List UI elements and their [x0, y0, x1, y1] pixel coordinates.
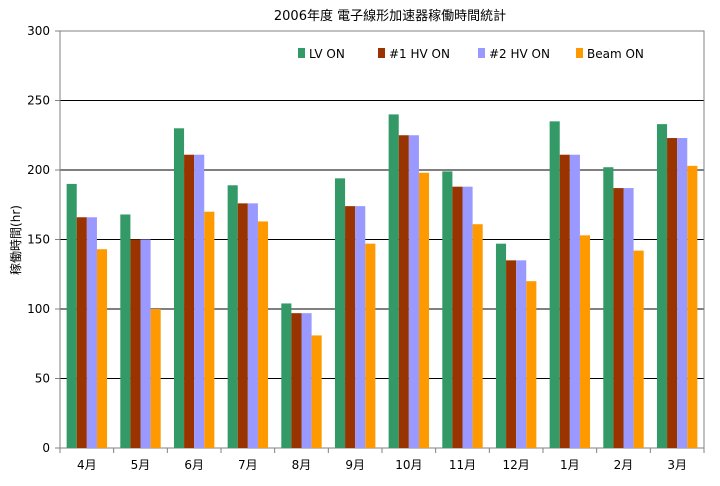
x-tick-label: 12月 — [503, 458, 530, 472]
legend-label: #2 HV ON — [489, 47, 550, 61]
y-tick-label: 150 — [27, 233, 50, 247]
bar — [667, 138, 678, 448]
y-axis-label: 稼働時間(hr) — [8, 205, 23, 275]
bar — [687, 165, 698, 448]
y-axis-ticks: 0 50 100 150 200 250 300 — [27, 24, 60, 455]
legend-swatch — [378, 48, 385, 58]
legend-swatch — [298, 48, 305, 58]
bar — [677, 138, 688, 448]
bar — [227, 185, 238, 449]
bar — [76, 217, 87, 448]
bar — [66, 183, 77, 448]
bar — [442, 171, 453, 448]
bar — [516, 260, 527, 448]
bar — [345, 206, 356, 448]
gridlines — [60, 100, 704, 379]
bar — [495, 243, 507, 448]
bar — [506, 260, 517, 448]
x-axis-ticks: 4月 5月 6月 7月 8月 9月 10月 11月 12月 1月 2月 3月 — [59, 448, 705, 472]
bar — [257, 221, 269, 448]
legend: LV ON #1 HV ON #2 HV ON Beam ON — [298, 47, 644, 61]
x-tick-label: 7月 — [238, 458, 258, 472]
bar — [311, 335, 322, 448]
bar — [247, 203, 258, 448]
y-tick-label: 300 — [27, 24, 50, 38]
bar — [452, 186, 463, 448]
x-tick-label: 8月 — [292, 458, 312, 472]
legend-label: Beam ON — [587, 47, 644, 61]
legend-swatch — [478, 48, 485, 58]
x-tick-label: 4月 — [77, 458, 97, 472]
bar — [398, 135, 409, 448]
x-tick-label: 3月 — [667, 458, 687, 472]
bar — [120, 214, 131, 448]
bar — [579, 235, 591, 448]
bar — [623, 188, 634, 448]
chart-title: 2006年度 電子線形加速器稼働時間統計 — [274, 8, 506, 24]
legend-swatch — [576, 48, 583, 58]
bar — [86, 217, 97, 448]
x-tick-label: 11月 — [449, 458, 476, 472]
bar — [633, 250, 644, 448]
bar — [291, 313, 302, 448]
x-tick-label: 1月 — [560, 458, 580, 472]
y-tick-label: 50 — [35, 372, 50, 386]
bar — [656, 124, 668, 448]
x-tick-label: 9月 — [345, 458, 365, 472]
bar — [140, 239, 151, 448]
bar — [603, 167, 614, 448]
legend-label: #1 HV ON — [389, 47, 450, 61]
y-tick-label: 0 — [42, 441, 50, 455]
y-tick-label: 250 — [27, 94, 50, 108]
bar — [408, 135, 419, 448]
bar — [281, 303, 292, 448]
bar — [569, 154, 580, 448]
bar — [388, 114, 399, 449]
bar — [472, 224, 483, 448]
bar — [173, 128, 185, 449]
bar — [301, 313, 312, 448]
bar — [184, 154, 195, 448]
bar — [365, 243, 376, 448]
y-tick-label: 200 — [27, 163, 50, 177]
bar — [96, 249, 108, 448]
bar — [355, 206, 366, 448]
bar — [204, 211, 215, 448]
legend-label: LV ON — [309, 47, 345, 61]
bar — [526, 281, 537, 448]
bar — [549, 121, 560, 448]
bars — [66, 114, 698, 449]
bar — [130, 239, 141, 448]
x-tick-label: 5月 — [131, 458, 151, 472]
bar — [462, 186, 473, 448]
bar — [418, 172, 430, 448]
bar — [194, 154, 205, 448]
bar — [559, 154, 570, 448]
x-tick-label: 2月 — [614, 458, 634, 472]
bar — [334, 178, 346, 448]
bar — [150, 309, 161, 448]
x-tick-label: 6月 — [184, 458, 204, 472]
x-tick-label: 10月 — [395, 458, 422, 472]
bar — [613, 188, 624, 448]
bar — [237, 203, 248, 448]
y-tick-label: 100 — [27, 302, 50, 316]
